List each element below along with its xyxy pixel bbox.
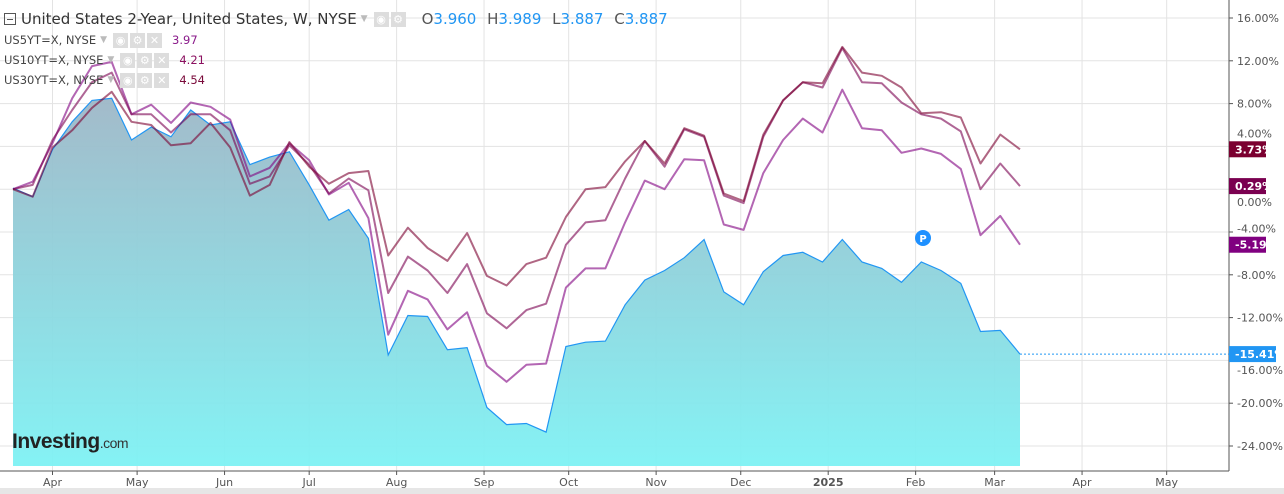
x-tick-label: Jun bbox=[215, 476, 233, 489]
x-tick-label: Feb bbox=[906, 476, 925, 489]
y-tick-label: -20.00% bbox=[1237, 397, 1283, 410]
close-label: C bbox=[614, 10, 625, 28]
chevron-down-icon[interactable]: ▼ bbox=[360, 14, 368, 24]
line-us5ytx bbox=[12, 60, 1021, 383]
ohlc-values: O3.960 H3.989 L3.887 C3.887 bbox=[416, 10, 668, 28]
y-tick-label: 0.00% bbox=[1237, 196, 1272, 209]
overlay-name[interactable]: US10YT=X, NYSE bbox=[4, 53, 104, 67]
eye-icon[interactable]: ◉ bbox=[120, 52, 136, 68]
investing-logo: Investing.com bbox=[12, 430, 129, 454]
overlay-value: 4.54 bbox=[179, 73, 205, 87]
low-label: L bbox=[552, 10, 561, 28]
x-tick-label: Aug bbox=[386, 476, 407, 489]
line-us10ytx bbox=[12, 47, 1021, 330]
y-tick-label: -16.00% bbox=[1237, 364, 1283, 377]
x-tick-label: Jul bbox=[302, 476, 316, 489]
chevron-down-icon[interactable]: ▼ bbox=[107, 75, 115, 85]
y-tick-label: -8.00% bbox=[1237, 269, 1276, 282]
logo-text: Investing bbox=[12, 430, 100, 453]
y-tick-label: 16.00% bbox=[1237, 12, 1279, 25]
main-series-legend: United States 2-Year, United States, W, … bbox=[4, 8, 668, 30]
main-series-title[interactable]: United States 2-Year, United States, W, … bbox=[21, 10, 357, 28]
high-value: 3.989 bbox=[498, 10, 542, 28]
y-tick-label: -4.00% bbox=[1237, 223, 1276, 236]
overlay-legend-us5y: US5YT=X, NYSE ▼ ◉ ⚙ ✕ 3.97 bbox=[4, 30, 668, 50]
overlay-value: 4.21 bbox=[179, 53, 205, 67]
x-tick-label: May bbox=[126, 476, 149, 489]
y-tick-label: 12.00% bbox=[1237, 55, 1279, 68]
gear-icon[interactable]: ⚙ bbox=[390, 11, 406, 27]
low-value: 3.887 bbox=[560, 10, 604, 28]
open-label: O bbox=[421, 10, 434, 28]
high-label: H bbox=[487, 10, 499, 28]
last-value-label: 0.29% bbox=[1235, 180, 1273, 193]
series-layer bbox=[12, 45, 1021, 467]
gear-icon[interactable]: ⚙ bbox=[130, 32, 146, 48]
price-badges: -15.41% -5.19% 0.29% 3.73% P bbox=[915, 141, 1284, 363]
x-tick-label: Apr bbox=[43, 476, 63, 489]
x-tick-label: May bbox=[1155, 476, 1178, 489]
line-us30ytx bbox=[12, 45, 1021, 287]
overlay-value: 3.97 bbox=[172, 33, 198, 47]
event-marker-label: P bbox=[919, 234, 926, 245]
last-value-badge bbox=[1229, 178, 1266, 195]
x-tick-label: Nov bbox=[645, 476, 667, 489]
last-value-badge bbox=[1229, 236, 1266, 253]
last-value-label: -5.19% bbox=[1235, 239, 1278, 252]
overlay-name[interactable]: US30YT=X, NYSE bbox=[4, 73, 104, 87]
x-tick-label: Apr bbox=[1073, 476, 1093, 489]
y-tick-label: -12.00% bbox=[1237, 312, 1283, 325]
last-value-badge bbox=[1229, 141, 1266, 158]
collapse-icon[interactable] bbox=[4, 13, 16, 25]
y-tick-label: 4.00% bbox=[1237, 127, 1272, 140]
x-tick-label: 2025 bbox=[813, 476, 844, 489]
legend: United States 2-Year, United States, W, … bbox=[4, 8, 668, 90]
gear-icon[interactable]: ⚙ bbox=[137, 72, 153, 88]
y-tick-label: 8.00% bbox=[1237, 98, 1272, 111]
eye-icon[interactable]: ◉ bbox=[113, 32, 129, 48]
y-tick-label: -24.00% bbox=[1237, 440, 1283, 453]
last-value-badge bbox=[1229, 346, 1276, 363]
event-marker-circle bbox=[915, 230, 931, 246]
gear-icon[interactable]: ⚙ bbox=[137, 52, 153, 68]
overlay-name[interactable]: US5YT=X, NYSE bbox=[4, 33, 97, 47]
last-value-label: 3.73% bbox=[1235, 143, 1273, 156]
close-icon[interactable]: ✕ bbox=[154, 72, 170, 88]
chevron-down-icon[interactable]: ▼ bbox=[107, 55, 115, 65]
close-icon[interactable]: ✕ bbox=[147, 32, 163, 48]
x-tick-label: Mar bbox=[984, 476, 1005, 489]
chevron-down-icon[interactable]: ▼ bbox=[100, 35, 108, 45]
logo-suffix: .com bbox=[99, 435, 129, 451]
area-fill-us2y bbox=[13, 98, 1020, 467]
x-tick-label: Sep bbox=[474, 476, 495, 489]
overlay-legend-us30y: US30YT=X, NYSE ▼ ◉ ⚙ ✕ 4.54 bbox=[4, 70, 668, 90]
close-value: 3.887 bbox=[624, 10, 668, 28]
last-value-label: -15.41% bbox=[1235, 348, 1284, 361]
eye-icon[interactable]: ◉ bbox=[120, 72, 136, 88]
overlay-legend-us10y: US10YT=X, NYSE ▼ ◉ ⚙ ✕ 4.21 bbox=[4, 50, 668, 70]
x-tick-label: Dec bbox=[730, 476, 751, 489]
event-marker[interactable]: P bbox=[915, 230, 931, 246]
open-value: 3.960 bbox=[433, 10, 477, 28]
eye-icon[interactable]: ◉ bbox=[373, 11, 389, 27]
close-icon[interactable]: ✕ bbox=[154, 52, 170, 68]
bottom-scrollbar[interactable] bbox=[0, 488, 1284, 494]
x-tick-label: Oct bbox=[559, 476, 579, 489]
